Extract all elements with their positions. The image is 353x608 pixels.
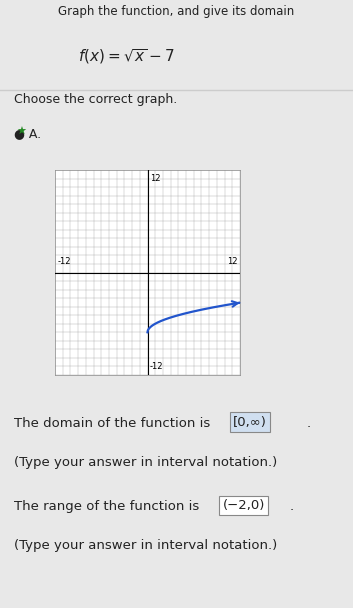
Text: ● A.: ● A.	[14, 127, 41, 140]
Text: .: .	[289, 500, 294, 513]
Text: The domain of the function is: The domain of the function is	[14, 416, 210, 430]
Text: -12: -12	[150, 362, 163, 371]
Text: [0,∞): [0,∞)	[233, 416, 267, 429]
Text: Graph the function, and give its domain: Graph the function, and give its domain	[58, 4, 295, 18]
Text: ★: ★	[17, 127, 26, 137]
Text: .: .	[307, 416, 311, 430]
Text: (Type your answer in interval notation.): (Type your answer in interval notation.)	[14, 456, 277, 469]
Text: 12: 12	[150, 174, 160, 183]
Text: -12: -12	[57, 257, 71, 266]
Text: 12: 12	[227, 257, 238, 266]
Text: Choose the correct graph.: Choose the correct graph.	[14, 93, 177, 106]
Text: $f(x) = \sqrt{x} - 7$: $f(x) = \sqrt{x} - 7$	[78, 47, 174, 66]
Text: (Type your answer in interval notation.): (Type your answer in interval notation.)	[14, 539, 277, 552]
Text: (−2,0): (−2,0)	[222, 499, 265, 512]
Text: The range of the function is: The range of the function is	[14, 500, 199, 513]
